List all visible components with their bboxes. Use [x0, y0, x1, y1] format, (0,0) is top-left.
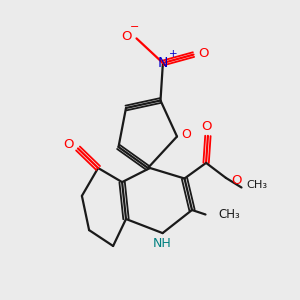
- Text: O: O: [182, 128, 191, 142]
- Text: O: O: [63, 138, 73, 152]
- Text: O: O: [122, 30, 132, 44]
- Text: O: O: [201, 119, 212, 133]
- Text: O: O: [198, 46, 208, 60]
- Text: CH₃: CH₃: [218, 208, 240, 221]
- Text: −: −: [130, 22, 140, 32]
- Text: +: +: [169, 49, 178, 59]
- Text: CH₃: CH₃: [246, 179, 267, 190]
- Text: N: N: [158, 56, 168, 70]
- Text: O: O: [231, 174, 242, 187]
- Text: NH: NH: [153, 237, 172, 250]
